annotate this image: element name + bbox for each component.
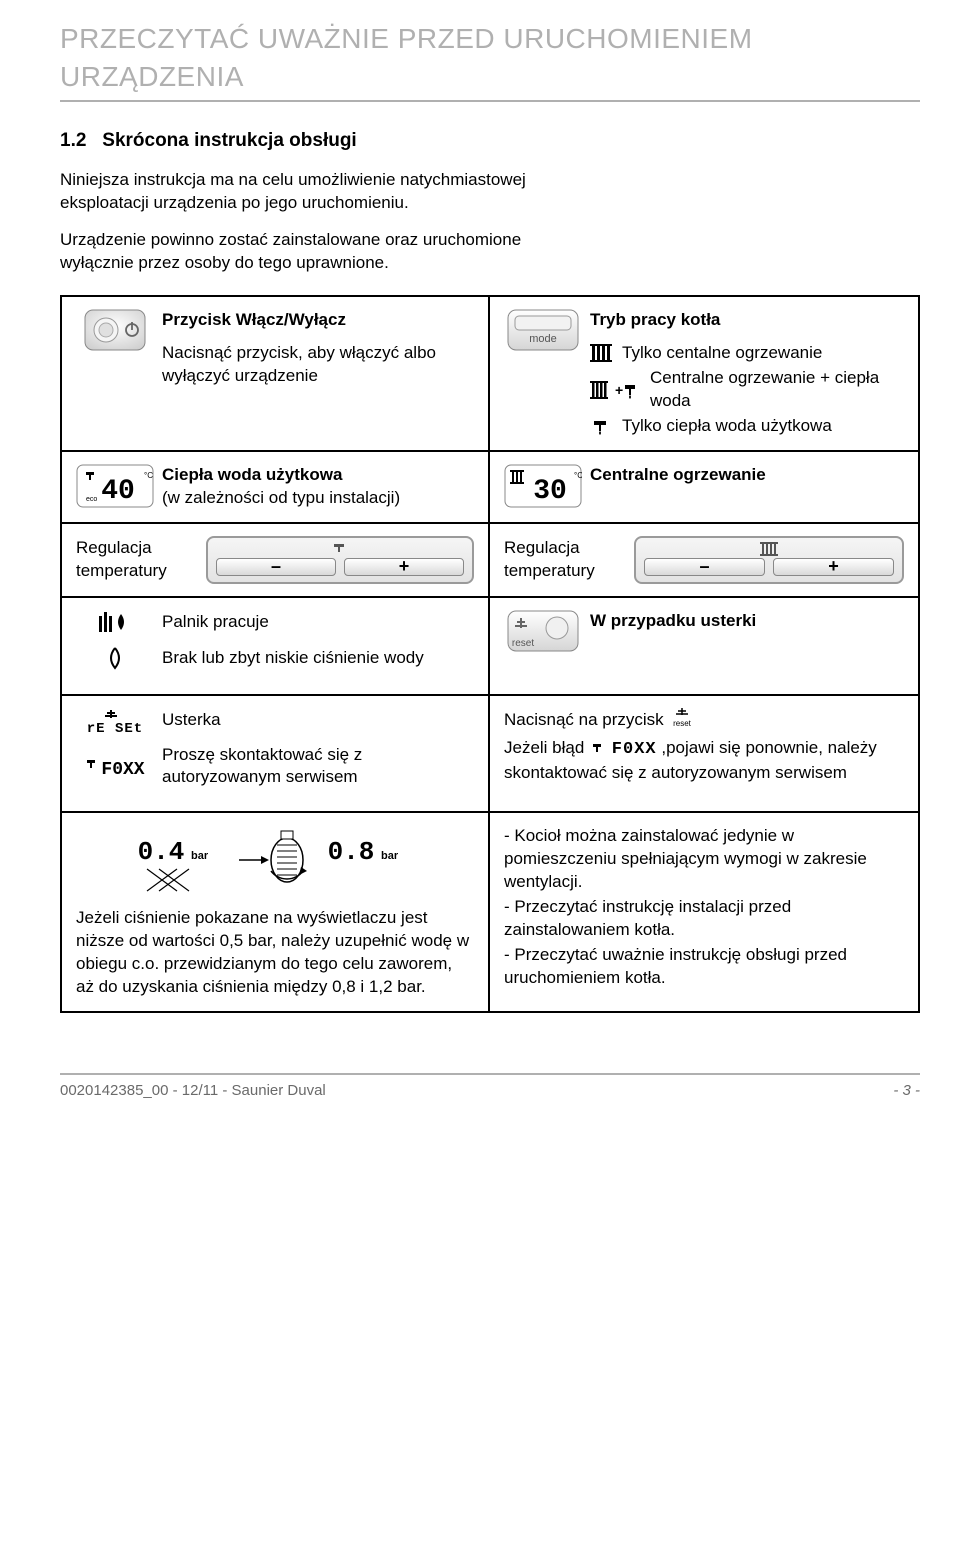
minus-button[interactable]: – bbox=[644, 558, 765, 576]
fault-code-inline: F0XX bbox=[612, 740, 657, 759]
quick-guide-table: Przycisk Włącz/Wyłącz Nacisnąć przycisk,… bbox=[60, 295, 920, 1013]
contact-service-label: Proszę skontaktować się z autoryzowanym … bbox=[154, 744, 474, 790]
radiator-icon-small bbox=[760, 542, 778, 556]
dhw-subtitle: (w zależności od typu instalacji) bbox=[162, 487, 474, 510]
minus-button[interactable]: – bbox=[216, 558, 336, 576]
power-title: Przycisk Włącz/Wyłącz bbox=[162, 309, 474, 332]
ch-temp-adjuster[interactable]: – + bbox=[634, 536, 904, 584]
fault-title: W przypadku usterki bbox=[590, 610, 904, 633]
install-note-2: - Przeczytać instrukcję instalacji przed… bbox=[504, 896, 904, 942]
svg-text:eco: eco bbox=[86, 496, 97, 503]
ch-title: Centralne ogrzewanie bbox=[590, 464, 904, 487]
section-number: 1.2 bbox=[60, 130, 86, 151]
svg-text:bar: bar bbox=[381, 850, 399, 862]
press-reset-text: Nacisnąć na przycisk bbox=[504, 710, 664, 729]
pressure-instruction-text: Jeżeli ciśnienie pokazane na wyświetlacz… bbox=[76, 907, 474, 999]
burner-status-label: Palnik pracuje bbox=[154, 611, 474, 634]
reset-code-icon: rE SEt bbox=[76, 708, 154, 734]
svg-text:reset: reset bbox=[674, 719, 693, 728]
plus-button[interactable]: + bbox=[773, 558, 894, 576]
section-title: Skrócona instrukcja obsługi bbox=[102, 130, 356, 151]
section-heading: 1.2 Skrócona instrukcja obsługi bbox=[60, 128, 920, 154]
dhw-temp-adjuster[interactable]: – + bbox=[206, 536, 474, 584]
svg-text:0.4: 0.4 bbox=[139, 837, 184, 867]
mode-option-2: Centralne ogrzewanie + ciepła woda bbox=[650, 367, 904, 413]
burner-icon bbox=[76, 610, 154, 636]
fault-code-icon: F0XX bbox=[76, 754, 154, 778]
install-note-1: - Kocioł można zainstalować jedynie w po… bbox=[504, 825, 904, 894]
mode-label: mode bbox=[529, 333, 557, 345]
svg-text:°C: °C bbox=[574, 471, 582, 480]
if-error-text-1: Jeżeli błąd bbox=[504, 738, 584, 757]
pressure-fill-diagram: 0.4 bar bbox=[76, 825, 474, 895]
svg-text:reset: reset bbox=[512, 638, 534, 649]
svg-text:°C: °C bbox=[144, 471, 153, 480]
power-button-icon bbox=[76, 309, 154, 351]
svg-text:30: 30 bbox=[533, 476, 567, 507]
fault-word: Usterka bbox=[154, 709, 474, 732]
mode-title: Tryb pracy kotła bbox=[590, 309, 904, 332]
footer-page-number: - 3 - bbox=[893, 1081, 920, 1101]
page-footer: 0020142385_00 - 12/11 - Saunier Duval - … bbox=[60, 1073, 920, 1101]
low-pressure-icon bbox=[76, 646, 154, 672]
intro-paragraph-1: Niniejsza instrukcja ma na celu umożliwi… bbox=[60, 169, 580, 215]
intro-paragraph-2: Urządzenie powinno zostać zainstalowane … bbox=[60, 229, 580, 275]
svg-text:+: + bbox=[615, 382, 623, 398]
temp-adjust-label-right: Regulacja temperatury bbox=[504, 537, 624, 583]
reset-icon-inline: reset bbox=[670, 708, 694, 728]
temp-adjust-label-left: Regulacja temperatury bbox=[76, 537, 196, 583]
power-description: Nacisnąć przycisk, aby włączyć albo wyłą… bbox=[162, 342, 474, 388]
low-pressure-label: Brak lub zbyt niskie ciśnienie wody bbox=[154, 647, 474, 670]
tap-icon-small bbox=[331, 542, 349, 556]
page-header-title: PRZECZYTAĆ UWAŻNIE PRZED URUCHOMIENIEM U… bbox=[60, 20, 920, 102]
svg-text:bar: bar bbox=[191, 850, 209, 862]
plus-button[interactable]: + bbox=[344, 558, 464, 576]
reset-button-icon: reset bbox=[504, 610, 582, 652]
dhw-title: Ciepła woda użytkowa bbox=[162, 464, 474, 487]
svg-text:F0XX: F0XX bbox=[101, 760, 144, 778]
radiator-icon bbox=[590, 344, 612, 362]
ch-display-icon: 30 °C bbox=[504, 464, 582, 508]
tap-icon-inline bbox=[591, 742, 605, 756]
tap-icon bbox=[590, 417, 612, 435]
svg-text:rE SEt: rE SEt bbox=[87, 721, 143, 734]
svg-text:40: 40 bbox=[101, 476, 135, 507]
mode-option-1: Tylko centalne ogrzewanie bbox=[622, 342, 822, 365]
radiator-plus-tap-icon: + bbox=[590, 381, 640, 399]
footer-doc-id: 0020142385_00 - 12/11 - Saunier Duval bbox=[60, 1081, 326, 1101]
install-note-3: - Przeczytać uważnie instrukcję obsługi … bbox=[504, 944, 904, 990]
mode-button-icon: mode bbox=[504, 309, 582, 351]
dhw-display-icon: eco 40 °C bbox=[76, 464, 154, 508]
svg-text:0.8: 0.8 bbox=[328, 837, 375, 867]
mode-option-3: Tylko ciepła woda użytkowa bbox=[622, 415, 832, 438]
